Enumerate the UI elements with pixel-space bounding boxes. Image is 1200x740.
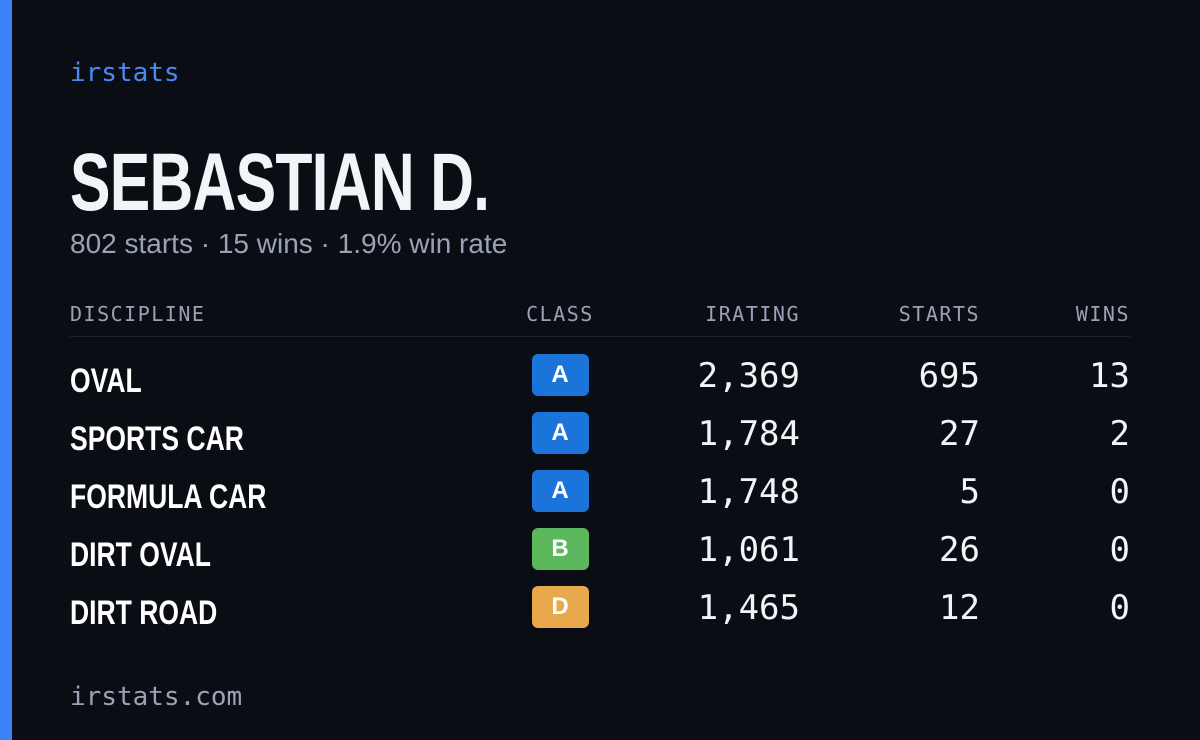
irating: 1,748 (697, 472, 800, 512)
summary: 802 starts · 15 wins · 1.9% win rate (70, 228, 508, 259)
column-header: IRATING (705, 302, 800, 326)
class-badge: A (531, 354, 589, 396)
column-header: CLASS (526, 302, 594, 326)
wins: 0 (1109, 472, 1130, 512)
wins: 13 (1089, 356, 1130, 396)
driver-name: SEBASTIAN D. (70, 137, 490, 228)
irating: 2,369 (697, 356, 800, 396)
starts: 27 (939, 414, 980, 454)
wins: 0 (1109, 588, 1130, 628)
class-badge: A (531, 470, 589, 512)
starts: 5 (959, 472, 980, 512)
class-badge: B (531, 528, 589, 570)
discipline: OVAL (70, 362, 142, 400)
brand: irstats (70, 58, 180, 88)
starts: 26 (939, 530, 980, 570)
discipline: DIRT ROAD (70, 594, 218, 632)
irating: 1,465 (697, 588, 800, 628)
wins: 0 (1109, 530, 1130, 570)
wins: 2 (1109, 414, 1130, 454)
class-badge: D (531, 586, 589, 628)
accent-stripe (0, 0, 12, 740)
footer: irstats.com (70, 682, 243, 712)
discipline: FORMULA CAR (70, 478, 267, 516)
column-header: DISCIPLINE (70, 302, 206, 326)
starts: 695 (918, 356, 980, 396)
irating: 1,784 (697, 414, 800, 454)
discipline: DIRT OVAL (70, 536, 211, 574)
class-badge: A (531, 412, 589, 454)
header-rule (70, 336, 1130, 337)
starts: 12 (939, 588, 980, 628)
irating: 1,061 (697, 530, 800, 570)
column-header: STARTS (898, 302, 980, 326)
column-header: WINS (1075, 302, 1130, 326)
discipline: SPORTS CAR (70, 420, 244, 458)
